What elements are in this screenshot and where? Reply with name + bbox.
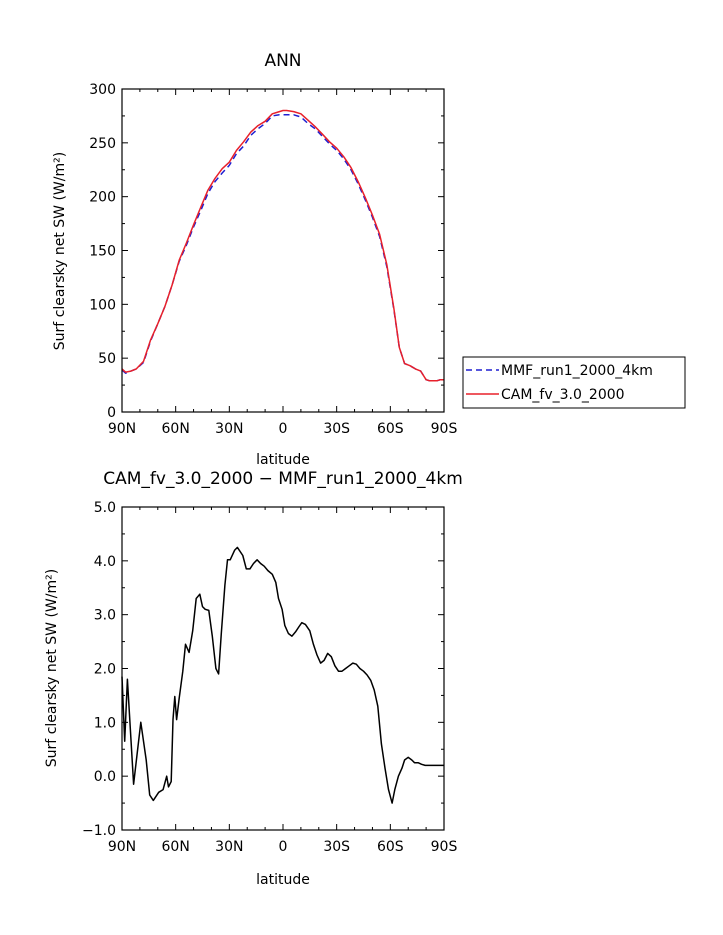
panel-annual-mean: ANN Surf clearsky net SW (W/m²) latitude…	[52, 51, 457, 468]
panel1-xtick-label-2: 30N	[215, 421, 243, 437]
panel2-xtick-label-3: 0	[279, 839, 288, 855]
panel1-xtick-label-0: 90N	[108, 421, 136, 437]
panel2-ytick-label-0: −1.0	[82, 823, 116, 839]
panel2-ytick-label-4: 3.0	[94, 608, 116, 624]
panel1-title: ANN	[264, 51, 301, 71]
panel2-ticks	[121, 506, 445, 831]
panel2-xtick-label-4: 30S	[323, 839, 350, 855]
panel2-ytick-label-2: 1.0	[94, 715, 116, 731]
panel1-ytick-label-5: 250	[89, 136, 116, 152]
panel1-xtick-label-4: 30S	[323, 421, 350, 437]
panel1-xtick-label-5: 60S	[377, 421, 404, 437]
panel1-ytick-label-6: 300	[89, 82, 116, 98]
panel2-ytick-label-5: 4.0	[94, 554, 116, 570]
panel2-frame	[121, 506, 445, 831]
legend-label-mmf: MMF_run1_2000_4km	[501, 363, 653, 379]
panel1-ytick-label-0: 0	[107, 405, 116, 421]
panel1-ytick-label-4: 200	[89, 190, 116, 206]
panel1-series	[121, 109, 444, 382]
panel1-ytick-label-2: 100	[89, 297, 116, 313]
panel1-series-line-1	[121, 109, 444, 382]
panel2-xtick-label-6: 90S	[431, 839, 458, 855]
panel2-ytick-label-3: 2.0	[94, 662, 116, 678]
panel2-title: CAM_fv_3.0_2000 − MMF_run1_2000_4km	[103, 469, 463, 489]
panel2-ytick-label-6: 5.0	[94, 500, 116, 516]
legend-box	[462, 356, 686, 409]
panel1-x-axis-title: latitude	[256, 452, 310, 468]
panel1-tick-labels: 90N 60N 30N 0 30S 60S 90S 0 50 100 150 200 250 300	[89, 82, 457, 437]
panel-difference: CAM_fv_3.0_2000 − MMF_run1_2000_4km Surf…	[44, 469, 463, 888]
legend: MMF_run1_2000_4km CAM_fv_3.0_2000	[462, 356, 686, 409]
panel1-xtick-label-3: 0	[279, 421, 288, 437]
panel2-x-axis-title: latitude	[256, 872, 310, 888]
panel1-frame	[121, 88, 445, 413]
panel1-xtick-label-6: 90S	[431, 421, 458, 437]
panel2-ytick-label-1: 0.0	[94, 769, 116, 785]
panel1-xtick-label-1: 60N	[162, 421, 190, 437]
panel2-xtick-label-5: 60S	[377, 839, 404, 855]
panel1-series-line-0	[121, 114, 444, 382]
legend-label-cam: CAM_fv_3.0_2000	[501, 387, 625, 403]
panel1-ytick-label-1: 50	[98, 351, 116, 367]
panel2-tick-labels: 90N 60N 30N 0 30S 60S 90S −1.0 0.0 1.0 2.0 3.0 4.0 5.…	[82, 500, 457, 855]
panel2-xtick-label-1: 60N	[162, 839, 190, 855]
panel2-series	[121, 546, 444, 804]
panel2-xtick-label-2: 30N	[215, 839, 243, 855]
panel1-ticks	[121, 88, 445, 413]
panel1-y-axis-title: Surf clearsky net SW (W/m²)	[52, 152, 68, 350]
panel2-xtick-label-0: 90N	[108, 839, 136, 855]
panel2-y-axis-title: Surf clearsky net SW (W/m²)	[44, 569, 60, 767]
panel2-series-line-0	[121, 546, 444, 804]
panel1-ytick-label-3: 150	[89, 244, 116, 260]
